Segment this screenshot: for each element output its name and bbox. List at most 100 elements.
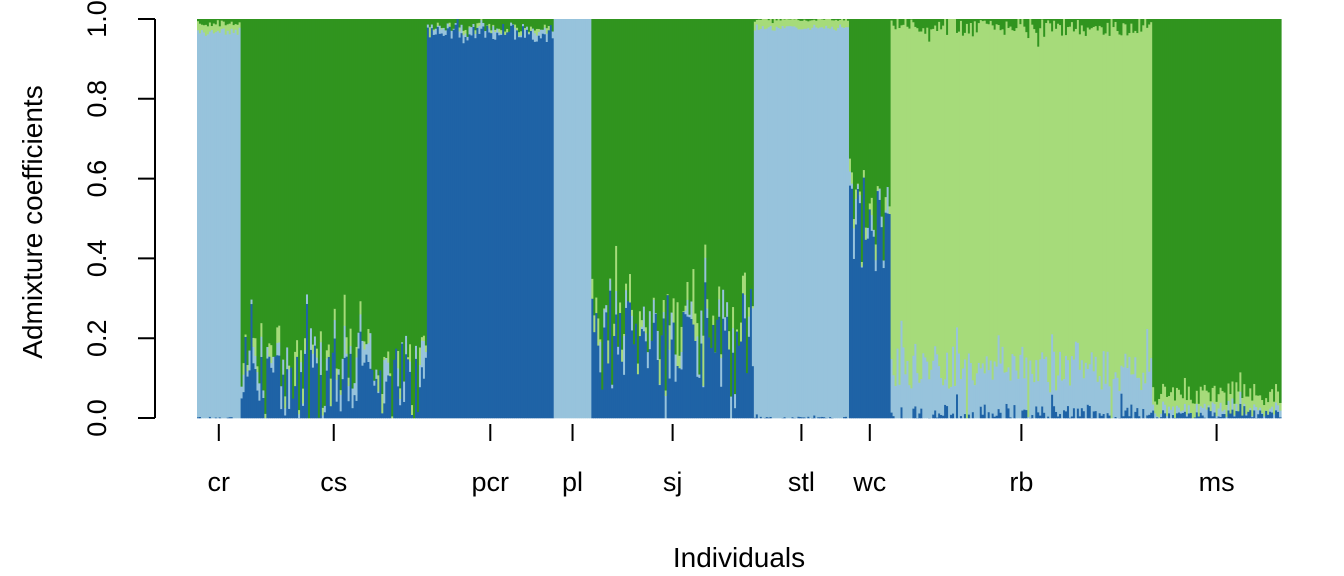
bar-segment	[658, 19, 662, 360]
bar-segment	[934, 25, 937, 347]
bar-segment	[200, 29, 204, 419]
bar-segment	[523, 19, 527, 29]
bar-segment	[1114, 21, 1118, 373]
bar-segment	[294, 19, 297, 352]
bar-segment	[409, 19, 412, 345]
bar-segment	[1181, 397, 1185, 411]
bar-segment	[1134, 411, 1137, 419]
bar-segment	[407, 359, 410, 419]
bar-segment	[961, 19, 965, 36]
bar-segment	[282, 374, 285, 419]
bar-segment	[385, 19, 388, 359]
bar-segment	[912, 19, 915, 23]
bar-segment	[569, 19, 573, 419]
bar-segment	[906, 26, 910, 361]
bar-segment	[488, 19, 491, 24]
bar-segment	[771, 22, 775, 31]
bar-segment	[605, 19, 608, 306]
bar-segment	[250, 19, 254, 300]
bar-segment	[1039, 359, 1042, 416]
bar-segment	[1154, 413, 1157, 419]
bar-segment	[212, 19, 216, 24]
bar-segment	[878, 199, 882, 419]
bar-segment	[720, 357, 723, 387]
bar-segment	[1279, 19, 1282, 403]
bar-segment	[198, 19, 202, 24]
bar-segment	[1201, 390, 1205, 408]
bar-segment	[811, 19, 814, 28]
bar-segment	[529, 26, 533, 31]
bar-segment	[904, 19, 908, 375]
bar-segment	[432, 30, 436, 35]
bar-segment	[739, 341, 743, 419]
bar-segment	[882, 19, 886, 261]
bar-segment	[1185, 399, 1189, 415]
bar-segment	[603, 19, 606, 309]
y-tick-label: 0.0	[82, 399, 112, 437]
bar-segment	[779, 20, 783, 30]
bar-segment	[1023, 409, 1026, 419]
bar-segment	[218, 417, 222, 419]
bar-segment	[197, 29, 200, 418]
bar-segment	[535, 28, 539, 36]
bar-segment	[527, 19, 531, 32]
bar-segment	[401, 342, 404, 344]
bar-segment	[991, 413, 995, 419]
bar-segment	[401, 19, 404, 343]
bar-segment	[323, 19, 327, 406]
bar-segment	[747, 306, 751, 317]
bar-segment	[971, 411, 975, 419]
bar-segment	[751, 19, 755, 307]
bar-segment	[940, 414, 943, 419]
bar-segment	[749, 19, 753, 289]
bar-segment	[1055, 28, 1058, 391]
bar-segment	[995, 19, 999, 25]
bar-segment	[946, 352, 949, 407]
bar-segment	[621, 361, 624, 419]
bar-segment	[813, 24, 816, 416]
bar-segment	[1059, 24, 1062, 352]
bar-segment	[1057, 23, 1060, 376]
bar-segment	[234, 19, 238, 25]
bar-segment	[716, 319, 719, 419]
bar-segment	[827, 27, 830, 419]
bar-segment	[256, 390, 260, 419]
bar-segment	[1164, 386, 1167, 405]
bar-segment	[533, 19, 537, 31]
bar-segment	[1007, 367, 1011, 409]
bar-segment	[702, 386, 705, 419]
bar-segment	[395, 19, 398, 349]
bar-segment	[1098, 19, 1102, 26]
bar-segment	[755, 19, 759, 25]
bar-segment	[1140, 389, 1143, 419]
bar-segment	[454, 24, 458, 419]
bar-segment	[268, 356, 271, 419]
bar-segment	[531, 28, 535, 40]
bar-segment	[391, 19, 394, 417]
bar-segment	[1130, 23, 1133, 375]
bar-segment	[577, 19, 581, 419]
bar-segment	[692, 324, 696, 419]
bar-segment	[1033, 19, 1036, 30]
bar-segment	[444, 34, 448, 419]
bar-segment	[1255, 395, 1258, 407]
bar-segment	[1100, 389, 1104, 416]
bar-segment	[1152, 19, 1155, 388]
bar-segment	[666, 293, 670, 296]
bar-segment	[1059, 351, 1062, 415]
bar-segment	[1275, 410, 1278, 419]
bar-segment	[1166, 396, 1169, 417]
bar-segment	[1074, 19, 1078, 29]
bar-segment	[418, 364, 422, 388]
bar-segment	[478, 19, 481, 23]
bar-segment	[858, 191, 862, 196]
bar-segment	[204, 24, 208, 36]
bar-segment	[845, 26, 848, 417]
bar-segment	[926, 27, 929, 362]
bar-segment	[698, 19, 701, 375]
bar-segment	[916, 372, 919, 419]
bar-segment	[706, 19, 709, 300]
bar-segment	[1229, 393, 1233, 414]
bar-segment	[769, 416, 773, 419]
bar-segment	[547, 30, 551, 419]
